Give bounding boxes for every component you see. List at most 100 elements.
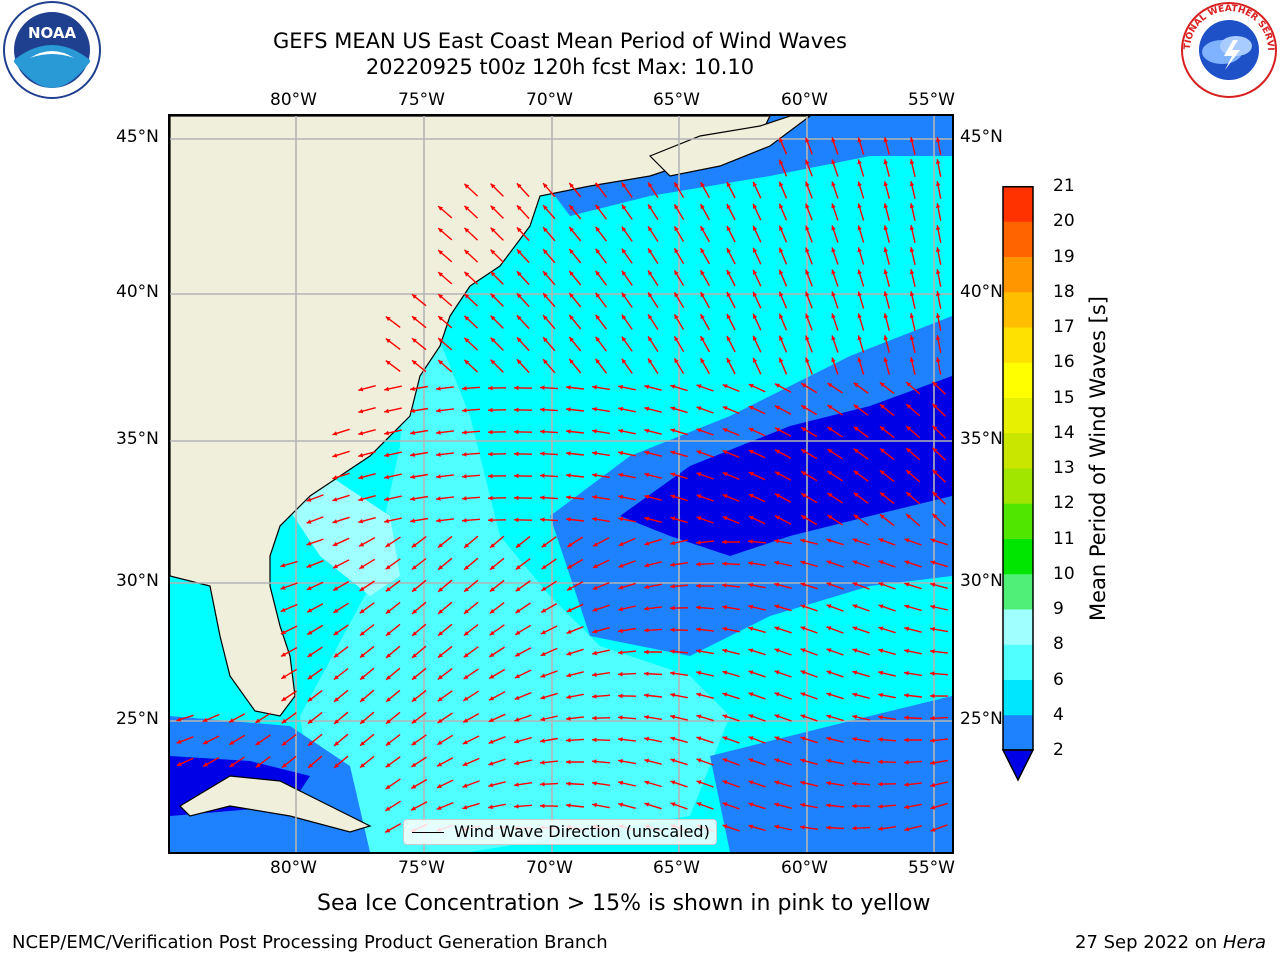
wind-arrow-head: [595, 358, 601, 364]
wind-arrow-head: [831, 203, 836, 209]
lon-label-top-75w: 75°W: [398, 90, 445, 110]
wind-arrow-head: [438, 631, 443, 636]
wind-arrow-head: [696, 692, 702, 697]
wind-arrow-head: [644, 562, 650, 568]
wind-arrow-head: [618, 671, 623, 677]
wind-arrow-head: [935, 357, 941, 362]
wind-arrow-head: [774, 780, 780, 785]
wind-arrow-head: [412, 609, 417, 614]
wind-arrow-head: [935, 225, 941, 230]
wind-arrow-head: [935, 313, 941, 318]
wind-arrow-head: [464, 609, 469, 614]
wind-arrow-head: [748, 494, 754, 499]
wind-arrow-head: [540, 495, 545, 500]
colorbar-tick-label: 12: [1053, 493, 1075, 514]
wind-arrow-head: [932, 469, 938, 475]
wind-arrow-head: [488, 804, 493, 810]
wind-arrow-head: [644, 715, 649, 720]
wind-arrow-head: [621, 292, 627, 298]
wind-arrow-head: [282, 763, 287, 768]
wind-arrow-head: [930, 715, 935, 721]
wind-arrow-head: [566, 407, 571, 412]
wind-arrow-head: [904, 693, 909, 698]
wind-arrow-head: [696, 583, 701, 589]
wind-arrow-head: [722, 516, 728, 521]
wind-arrow-head: [411, 542, 417, 548]
noaa-logo: NOAA: [0, 0, 104, 100]
wind-arrow-head: [722, 472, 728, 477]
wind-arrow-head: [753, 203, 758, 209]
wind-arrow-head: [385, 338, 391, 344]
wind-arrow-head: [569, 227, 574, 232]
wind-arrow-head: [281, 741, 287, 746]
wind-arrow-head: [280, 585, 286, 590]
wind-arrow-head: [385, 609, 391, 614]
wind-arrow-head: [569, 249, 574, 254]
wind-arrow-head: [281, 696, 287, 701]
wind-arrow-head: [332, 541, 338, 546]
wind-arrow-head: [438, 338, 444, 343]
wind-arrow-head: [644, 606, 649, 611]
colorbar-tick-label: 9: [1053, 599, 1064, 619]
wind-arrow-head: [592, 759, 597, 764]
wind-arrow-head: [644, 450, 650, 456]
wind-arrow-head: [932, 491, 938, 497]
wind-arrow-head: [909, 203, 915, 209]
wind-arrow-head: [592, 495, 597, 500]
wind-arrow-head: [514, 673, 520, 678]
wind-arrow-head: [700, 182, 705, 188]
wind-arrow-head: [490, 565, 495, 570]
wind-arrow-head: [618, 780, 624, 786]
colorbar-segment: [1003, 432, 1033, 469]
wind-arrow-head: [930, 782, 936, 788]
wind-arrow-head: [488, 473, 493, 479]
wind-arrow-head: [514, 804, 519, 809]
lon-label-top-80w: 80°W: [270, 90, 317, 110]
colorbar-tick-label: 4: [1053, 704, 1064, 725]
wind-arrow-head: [909, 269, 915, 275]
wind-arrow-head: [826, 648, 832, 653]
wind-arrow-head: [906, 382, 912, 387]
wind-arrow-head: [831, 225, 836, 231]
wind-arrow-head: [412, 294, 417, 299]
colorbar-tick-label: 16: [1053, 352, 1075, 373]
wind-arrow-head: [488, 451, 493, 457]
wind-arrow-head: [464, 293, 470, 299]
wind-arrow-head: [595, 182, 601, 188]
wind-arrow-head: [879, 426, 885, 431]
wind-arrow-head: [801, 449, 807, 454]
wind-arrow-head: [801, 493, 807, 498]
wind-arrow-head: [670, 649, 675, 654]
wind-arrow-head: [490, 271, 496, 277]
wind-arrow-head: [385, 806, 391, 811]
colorbar-tick-label: 14: [1053, 422, 1075, 443]
nova-scotia-land: [648, 116, 811, 177]
lon-label-bottom-55w: 55°W: [908, 858, 955, 878]
wind-arrow-head: [621, 270, 627, 276]
wind-arrow-head: [306, 497, 312, 502]
footer-date: 27 Sep 2022 on Hera: [1075, 932, 1266, 953]
wind-arrow-head: [779, 335, 784, 341]
wind-arrow-head: [670, 605, 675, 611]
wind-arrow-head: [516, 227, 522, 233]
wind-arrow-head: [935, 137, 941, 142]
wind-arrow-head: [753, 335, 758, 341]
wind-arrow-head: [488, 495, 493, 501]
colorbar-segment: [1003, 397, 1033, 434]
wind-arrow-head: [726, 182, 731, 187]
wind-arrow-head: [748, 758, 754, 763]
wind-arrow-head: [774, 648, 780, 653]
wind-arrow-head: [621, 226, 627, 232]
wind-arrow-head: [805, 291, 810, 297]
wind-arrow-head: [831, 247, 836, 253]
lon-label-bottom-65w: 65°W: [653, 858, 700, 878]
wind-arrow-head: [909, 357, 915, 363]
wind-arrow-head: [800, 648, 806, 653]
wind-arrow-head: [852, 825, 857, 831]
wind-arrow-head: [674, 270, 679, 276]
lat-label-right-35n: 35°N: [960, 429, 1003, 449]
wind-arrow-head: [748, 780, 754, 785]
wind-arrow-head: [464, 249, 470, 255]
wind-arrow-head: [753, 181, 758, 187]
wind-arrow-head: [618, 628, 623, 633]
